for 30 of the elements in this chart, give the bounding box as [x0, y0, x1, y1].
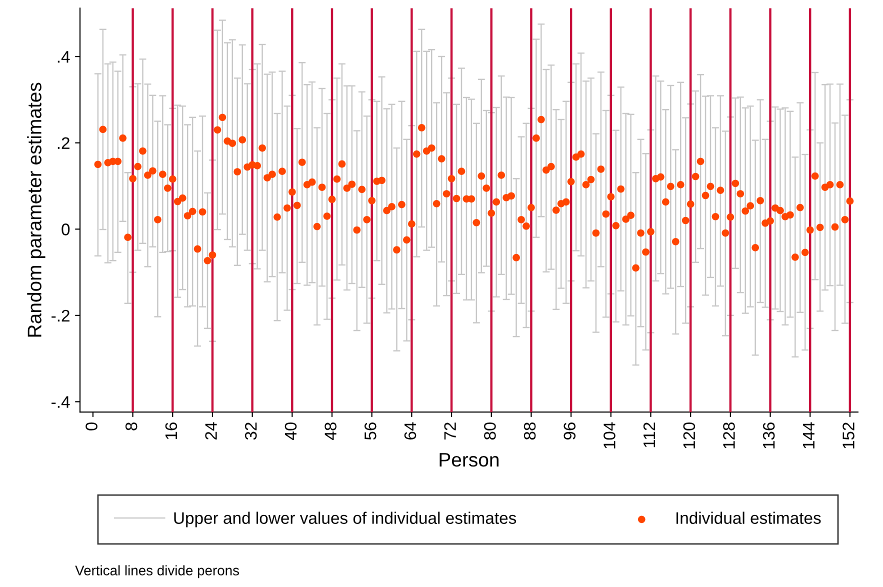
x-tick-label: 64 [404, 422, 416, 440]
y-tick-label: 0 [62, 224, 70, 236]
x-tick-label: 104 [604, 422, 616, 448]
x-tick-label: 56 [364, 422, 376, 440]
x-tick-label: 24 [205, 422, 217, 440]
x-tick-label: 120 [683, 422, 696, 448]
legend-label: Individual estimates [676, 512, 821, 524]
x-tick-label: 152 [842, 422, 854, 448]
x-tick-label: 136 [762, 422, 775, 448]
x-tick-label: 112 [643, 422, 656, 448]
x-tick-label: 144 [802, 422, 814, 448]
x-tick-label: 16 [165, 422, 178, 440]
text: Vertical lines divide perons [75, 565, 239, 578]
x-tick-label: 8 [125, 422, 138, 430]
x-tick-label: 80 [484, 422, 496, 440]
x-tick-label: 96 [564, 422, 576, 440]
x-tick-label: 128 [723, 422, 735, 448]
y-tick-label: -.4 [52, 396, 70, 408]
x-tick-label: 88 [524, 422, 536, 440]
x-tick-label: 40 [284, 422, 297, 440]
y-axis-title: Random parameter estimates [27, 82, 46, 337]
y-tick-label: -.2 [52, 310, 70, 322]
x-tick-label: 72 [444, 422, 456, 440]
x-tick-label: 32 [244, 422, 257, 440]
x-tick-label: 0 [86, 422, 98, 430]
y-tick-label: .2 [58, 137, 70, 149]
x-axis-title: Person [440, 453, 499, 467]
x-tick-label: 48 [324, 422, 336, 440]
y-tick-label: .4 [58, 51, 70, 63]
text: Upper and lower values of individual estimates [174, 512, 516, 528]
